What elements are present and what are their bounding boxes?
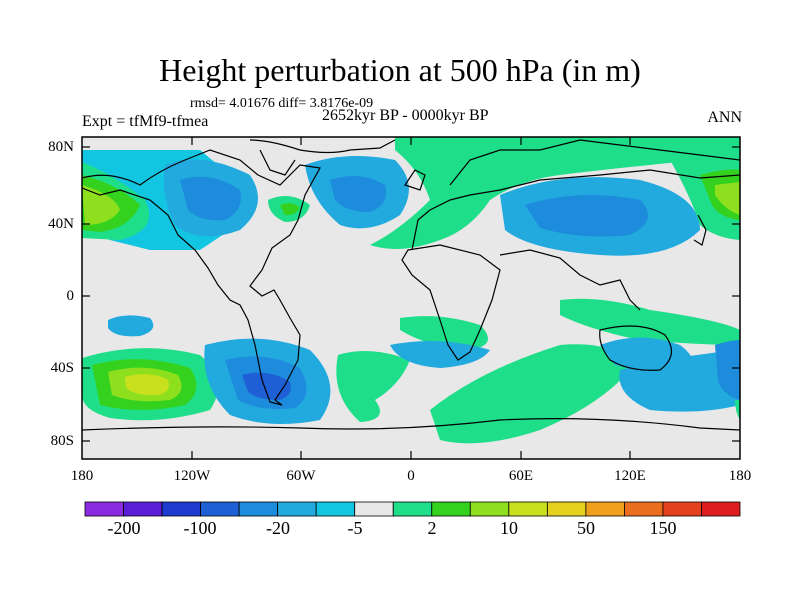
colorbar-swatch	[200, 501, 240, 517]
colorbar-label: -100	[183, 518, 217, 538]
anomaly-region	[242, 372, 291, 400]
anomaly-region	[330, 176, 386, 212]
lat-label: 40N	[48, 216, 74, 232]
lon-label: 180	[728, 468, 752, 484]
anomaly-region	[715, 182, 740, 215]
anomaly-region	[82, 185, 120, 225]
colorbar	[84, 501, 741, 517]
experiment-label: Expt = tfMf9-tfmea	[82, 113, 209, 130]
anomaly-region	[715, 340, 740, 400]
colorbar-swatch	[392, 501, 433, 517]
colorbar-label: 50	[577, 518, 595, 538]
colorbar-swatch	[508, 501, 548, 517]
anomaly-region	[280, 203, 300, 216]
anomaly-region	[619, 350, 740, 412]
colorbar-swatch	[123, 501, 163, 517]
colorbar-swatch	[84, 501, 124, 517]
colorbar-label: -200	[107, 518, 141, 538]
colorbar-swatch	[546, 501, 587, 517]
colorbar-swatch	[585, 501, 625, 517]
anomaly-region	[560, 298, 740, 345]
statistics-text: rmsd= 4.01676 diff= 3.8176e-09	[190, 96, 374, 111]
lon-label: 60W	[286, 468, 316, 484]
anomaly-region	[525, 195, 648, 237]
anomaly-region	[370, 137, 740, 249]
lon-label: 0	[407, 468, 415, 484]
chart-title: Height perturbation at 500 hPa (in m)	[159, 52, 641, 88]
colorbar-label: -5	[347, 518, 363, 538]
lat-label: 80S	[50, 433, 74, 449]
coastlines	[82, 139, 740, 431]
anomaly-region	[336, 351, 410, 422]
anomaly-region	[180, 176, 241, 221]
colorbar-swatch	[277, 501, 317, 517]
colorbar-label: -20	[266, 518, 290, 538]
lon-label: 120E	[614, 468, 646, 484]
colorbar-label: 2	[427, 518, 437, 538]
colorbar-swatch	[161, 501, 201, 517]
lat-label: 40S	[50, 360, 74, 376]
anomaly-region	[125, 374, 169, 396]
lat-label: 0	[66, 288, 75, 304]
lon-label: 120W	[173, 468, 211, 484]
colorbar-label: 10	[500, 518, 518, 538]
lat-label: 80N	[48, 139, 74, 155]
map-field	[82, 137, 740, 459]
lon-label: 180	[70, 468, 94, 484]
colorbar-swatch	[431, 501, 471, 517]
colorbar-label: 150	[649, 518, 677, 538]
colorbar-swatch	[315, 501, 356, 517]
period-label: 2652kyr BP - 0000kyr BP	[322, 107, 489, 124]
season-label: ANN	[707, 109, 742, 126]
colorbar-swatch	[624, 501, 664, 517]
anomaly-region	[735, 400, 740, 420]
lon-label: 60E	[508, 468, 534, 484]
axis-ticks	[82, 137, 740, 459]
colorbar-swatch	[701, 501, 741, 517]
colorbar-swatch	[238, 501, 279, 517]
anomaly-region	[430, 344, 630, 444]
colorbar-swatch	[469, 501, 510, 517]
colorbar-swatch	[662, 501, 702, 517]
anomaly-region	[390, 341, 490, 368]
anomaly-region	[108, 315, 154, 337]
colorbar-swatch	[354, 501, 394, 517]
